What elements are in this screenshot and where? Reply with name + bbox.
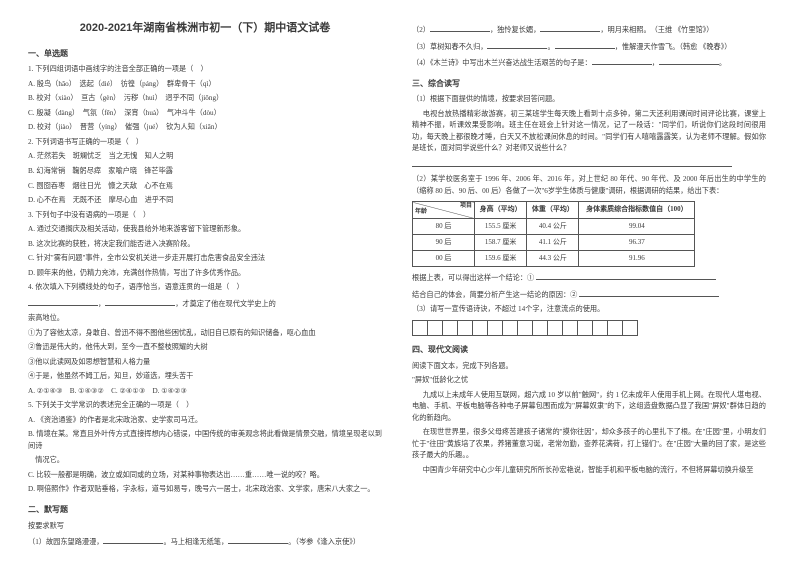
q4-o1: ①为了容他太凉，身敢自、曾迅不得不图他些困忧乱，动旧自已原有的知识储备，呕心血血 bbox=[28, 328, 382, 340]
table-row: 80 后 155.5 厘米 40.4 公斤 99.04 bbox=[413, 218, 695, 234]
q5-c: C. 比较一般都是明确，波立或如同或的立场，对某种事物表达出……重……唯一说的咬… bbox=[28, 470, 382, 482]
survey-table: 项目 年龄 身高（平均） 体重（平均） 身体素质综合指标数值自（100） 80 … bbox=[412, 201, 695, 267]
q1-c: C. 殷凝（dàng） 气氛（fēn） 深宵（huà） 气冲斗牛（dòu） bbox=[28, 108, 382, 120]
q5-a: A. 《资治通鉴》的作者是北宋政治家、史学家司马迁。 bbox=[28, 415, 382, 427]
q4-o2: ②鲁迅是伟大的，他伟大到，至今一直不整枝照耀的大树 bbox=[28, 342, 382, 354]
q1-b: B. 校对（xiào） 亘古（gèn） 污秽（huì） 迥乎不同（jiǒng） bbox=[28, 93, 382, 105]
q4-o4: ④于是，他虽然不姆工后，知旦，妙道选，埋头苦干 bbox=[28, 371, 382, 383]
read-p1: 九成以上未成年人使用互联网，超六成 10 岁以前"触网"，约 1 亿未成年人使用… bbox=[412, 390, 766, 425]
q3-stem: 3. 下列句子中没有语病的一项是（ ） bbox=[28, 210, 382, 222]
r-q3: （3）草树知春不久归，。，惟解漫天作雪飞。（韩愈 《晚春》） bbox=[412, 40, 766, 54]
r-q1-blank bbox=[412, 158, 766, 172]
r-q2-b: 结合自己的体会，简要分析产生这一结论的原因：② bbox=[412, 288, 766, 302]
q6-stem: 按要求默写 bbox=[28, 521, 382, 533]
q3-b: B. 这次比赛的获胜，将决定我们能否进入决赛阶段。 bbox=[28, 239, 382, 251]
q5-b: B. 情境在某。常直且外叶传方式直接挥想内心错误，中国传统的审美观念将此看做是情… bbox=[28, 429, 382, 452]
q6-1: （1）故园东望路漫漫，。马上相逢无纸笔，。（岑参《逢入京使》） bbox=[28, 535, 382, 549]
q4-o3: ③他以此读网及如思想智慧和人格力量 bbox=[28, 357, 382, 369]
q4-opts: A. ②①④③ B. ①④③② C. ②④①③ D. ①④②③ bbox=[28, 386, 382, 398]
q2-a: A. 茫然若失 斑斓忧乏 当之无愧 知人之明 bbox=[28, 151, 382, 163]
read-title: "屏奴"低龄化之忧 bbox=[412, 375, 766, 387]
section-2-head: 二、默写题 bbox=[28, 504, 382, 517]
r-q1-stem: （1）根据下面提供的情境，按要求回答问题。 bbox=[412, 94, 766, 106]
q4-pre2: 崇高地位。 bbox=[28, 313, 382, 325]
r-q3-stem: （3）请写一宣传语诗诀，不超过 14个字，注意流点的使用。 bbox=[412, 304, 766, 316]
q3-c: C. 针对"雾有问题"事件，全市公安机关进一步走开展打击危害食品安全违法 bbox=[28, 253, 382, 265]
r-q2: （2），独怜复长媚，，明月来相照。 （王维 《竹里馆》） bbox=[412, 23, 766, 37]
q2-c: C. 囫囵吞枣 烟往日光 慷之天敌 心不在焉 bbox=[28, 181, 382, 193]
q1-a: A. 殷鸟（hāo） 选起（dié） 彷徨（páng） 群卑骨干（qì） bbox=[28, 79, 382, 91]
q2-d: D. 心不在焉 无既不还 摩尽心血 进乎不同 bbox=[28, 195, 382, 207]
r-q2-stem: （2）某学校医务室于 1996 年、2006 年、2016 年，对上世纪 80 … bbox=[412, 174, 766, 197]
read-p2: 在现世世界里，很多父母疼苦建孩子诸常的"摸你往因"，却众多孩子的心里扎下了根。在… bbox=[412, 427, 766, 462]
q2-stem: 2. 下列词语书写正确的一项是（ ） bbox=[28, 137, 382, 149]
r-q4: （4）《木兰诗》中写出木兰兴奋达战生活艰苦的句子是：，。 bbox=[412, 56, 766, 70]
th-weight: 体重（平均） bbox=[527, 202, 579, 218]
q5-b2: 情况它。 bbox=[28, 455, 382, 467]
q4-stem: 4. 依次填入下列横线处的句子，语序恰当，语意连贯的一组是（ ） bbox=[28, 282, 382, 294]
q5-stem: 5. 下列关于文学常识的表述完全正确的一项是（ ） bbox=[28, 400, 382, 412]
read-p3: 中国青少年研究中心少年儿童研究所所长孙宏艳说，智能手机和平板电脑的流行，不但将屏… bbox=[412, 465, 766, 477]
q5-d: D. 啊倍照作》作者双贴垂格，字永标，道号如易号，晚号六一居士，北宋政治家、文学… bbox=[28, 484, 382, 496]
q4-pre: ，，才奠定了他在现代文学史上的 bbox=[28, 297, 382, 311]
table-row: 00 后 159.6 厘米 44.3 公斤 91.96 bbox=[413, 251, 695, 267]
section-1-head: 一、单选题 bbox=[28, 48, 382, 61]
r-q2-a: 根据上表，可以得出这样一个结论：① bbox=[412, 271, 766, 285]
answer-grid bbox=[412, 320, 638, 336]
exam-title: 2020-2021年湖南省株洲市初一（下）期中语文试卷 bbox=[28, 20, 382, 38]
q1-stem: 1. 下列四组词语中画线字的注音全部正确的一项是（ ） bbox=[28, 64, 382, 76]
section-3-head: 三、综合读写 bbox=[412, 78, 766, 91]
read-stem: 阅读下面文本，完成下列各题。 bbox=[412, 361, 766, 373]
q1-d: D. 校对（jiào） 晋营（yíng） 催强（jué） 钦为人知（xiǎn） bbox=[28, 122, 382, 134]
r-q1-p: 电视台放热播精彩故游赛，初三某班学生每天晚上看到十点多钟，第二天还利用课间时间评… bbox=[412, 109, 766, 155]
q3-d: D. 顾年来的他，仍精力充沛，充满创作热情，写出了许多优秀作品。 bbox=[28, 268, 382, 280]
th-age: 年龄 bbox=[415, 208, 427, 218]
th-project: 项目 bbox=[460, 202, 472, 212]
table-row: 90 后 158.7 厘米 41.1 公斤 96.37 bbox=[413, 234, 695, 250]
q2-b: B. 幻海常销 鞠躬尽瘁 家喻户晓 锋芒毕露 bbox=[28, 166, 382, 178]
section-4-head: 四、现代文阅读 bbox=[412, 344, 766, 357]
th-index: 身体素质综合指标数值自（100） bbox=[579, 202, 695, 218]
q3-a: A. 通过交通搁庆及相关活动，使我县给外地来游客留下管理新形象。 bbox=[28, 224, 382, 236]
th-height: 身高（平均） bbox=[475, 202, 527, 218]
